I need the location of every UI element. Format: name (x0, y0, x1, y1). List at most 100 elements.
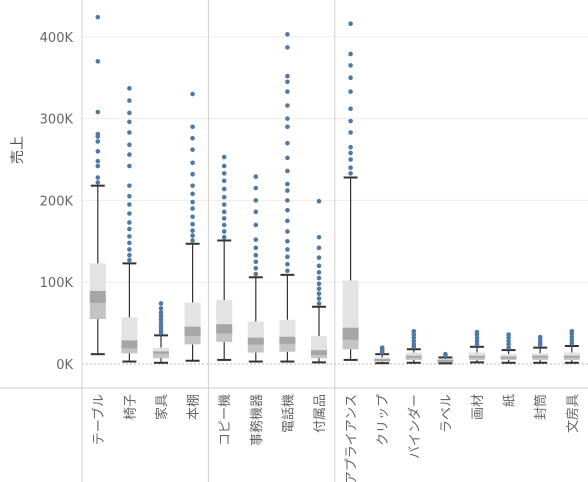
box-4 (184, 242, 201, 362)
box-10 (374, 353, 391, 365)
x-tick-label: 電話機 (280, 394, 296, 433)
box-lower-half (532, 356, 549, 360)
box-upper-half (247, 321, 264, 342)
box-upper-half (500, 354, 517, 358)
outlier-point (411, 338, 417, 344)
outlier-point (411, 342, 417, 347)
outlier-point (127, 247, 132, 252)
outlier-point (190, 91, 195, 97)
outlier-point (221, 222, 227, 228)
outlier-point (474, 335, 480, 341)
x-tick-label: 椅子 (123, 394, 138, 420)
box-lower-half (279, 340, 296, 352)
outlier-point (348, 21, 353, 27)
outlier-point (316, 255, 322, 260)
outlier-point (253, 222, 259, 228)
outlier-point (316, 263, 322, 269)
outlier-point (285, 124, 290, 130)
outlier-point (285, 218, 290, 224)
outlier-point (569, 328, 575, 334)
outlier-point (221, 234, 227, 240)
outlier-point (221, 178, 227, 184)
box-upper-half (342, 280, 359, 334)
outlier-point (474, 329, 480, 335)
outlier-point (285, 254, 290, 260)
outlier-point (411, 332, 417, 337)
x-tick-label: クリップ (376, 394, 391, 446)
boxes-layer (89, 176, 580, 365)
outlier-point (348, 165, 353, 170)
box-9 (342, 176, 359, 361)
outlier-point (127, 202, 132, 207)
outlier-point (285, 181, 290, 187)
outlier-point (348, 130, 353, 135)
median-band (500, 356, 517, 359)
box-1 (89, 184, 106, 356)
median-band (469, 355, 485, 358)
outlier-point (348, 150, 353, 156)
box-lower-half (247, 341, 264, 353)
outlier-points-layer (95, 14, 575, 359)
outlier-point (285, 155, 290, 161)
outlier-point (316, 198, 322, 204)
outlier-point (190, 191, 195, 197)
x-tick-label: コピー機 (218, 394, 233, 446)
outlier-point (221, 216, 227, 221)
outlier-point (253, 252, 259, 258)
outlier-point (285, 140, 290, 146)
outlier-point (348, 75, 353, 80)
median-band (563, 355, 580, 358)
outlier-point (285, 239, 290, 244)
box-12 (437, 356, 454, 365)
x-tick-label: ラベル (439, 394, 454, 433)
outlier-point (411, 335, 417, 341)
y-tick-label: 400K (40, 31, 74, 46)
outlier-point (253, 174, 259, 179)
outlier-point (158, 319, 164, 325)
outlier-point (95, 175, 101, 180)
box-upper-half (89, 263, 106, 297)
outlier-point (253, 209, 259, 215)
median-band (89, 290, 106, 303)
outlier-point (158, 310, 164, 315)
outlier-point (190, 206, 195, 211)
outlier-point (285, 198, 290, 203)
outlier-point (569, 337, 575, 343)
box-upper-half (563, 352, 580, 357)
outlier-point (190, 228, 195, 233)
outlier-point (348, 171, 353, 176)
outlier-point (221, 209, 227, 215)
box-8 (311, 305, 327, 364)
box-upper-half (311, 336, 327, 353)
box-upper-half (532, 353, 549, 357)
outlier-point (253, 185, 259, 191)
outlier-point (569, 334, 575, 340)
outlier-point (127, 163, 132, 169)
outlier-point (95, 158, 101, 164)
outlier-point (95, 149, 101, 154)
outlier-point (158, 301, 164, 306)
outlier-point (285, 261, 290, 267)
outlier-point (569, 341, 575, 346)
y-tick-label: 0K (56, 358, 73, 373)
x-axis-ticks: テーブル 椅子 家具 本棚 コピー機 事務機器 電話機 付属品 アプライアンス クリップ バインダー… (91, 394, 581, 482)
outlier-point (506, 335, 511, 341)
median-band (437, 359, 454, 362)
outlier-point (316, 234, 322, 240)
outlier-point (95, 59, 101, 64)
box-upper-half (153, 347, 169, 353)
outlier-point (348, 118, 353, 124)
outlier-point (127, 183, 132, 188)
box-lower-half (121, 344, 138, 354)
outlier-point (95, 14, 101, 20)
outlier-point (221, 194, 227, 200)
outlier-point (190, 135, 195, 141)
box-7 (279, 273, 296, 363)
box-5 (216, 239, 233, 361)
outlier-point (285, 79, 290, 85)
outlier-point (285, 268, 290, 274)
x-tick-label: 本棚 (187, 394, 202, 420)
outlier-point (158, 316, 164, 322)
y-tick-label: 200K (40, 194, 74, 209)
